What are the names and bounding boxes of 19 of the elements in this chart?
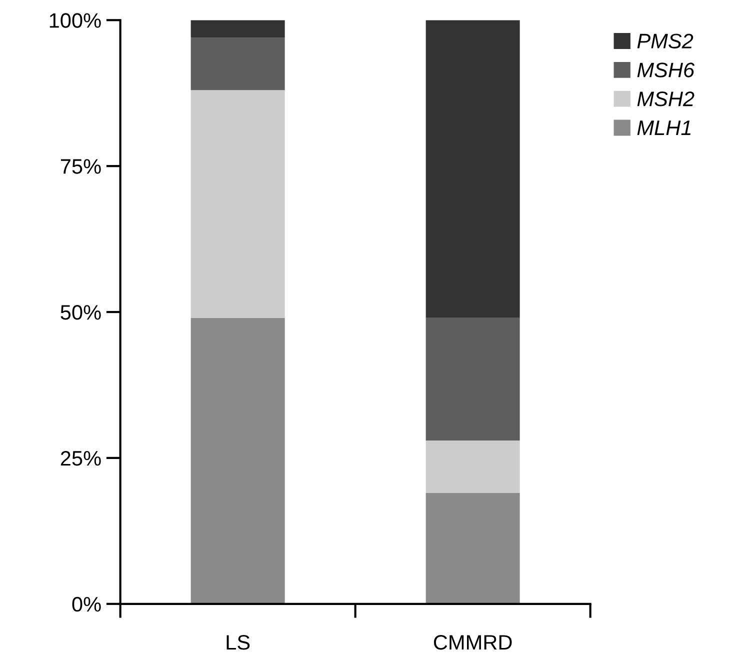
y-tick-label: 25% [60,450,101,466]
bar [190,90,285,318]
x-tick-label: LS [226,635,250,650]
bar [426,492,520,604]
legend-label: MLH1 [637,120,690,135]
bar [426,318,520,440]
y-tick-label: 50% [60,305,101,320]
bar [190,318,285,604]
x-tick-label: CMMRD [434,635,512,650]
legend-label: MSH6 [637,62,695,78]
bar [426,440,520,493]
y-tick-label: 0% [72,596,101,612]
y-tick-label: 75% [60,159,101,174]
bar [426,20,520,318]
bar [190,20,285,38]
legend-label: PMS2 [637,34,694,48]
bar [190,38,285,90]
legend-label: MSH2 [637,92,694,106]
y-tick-label: 100% [50,13,101,28]
